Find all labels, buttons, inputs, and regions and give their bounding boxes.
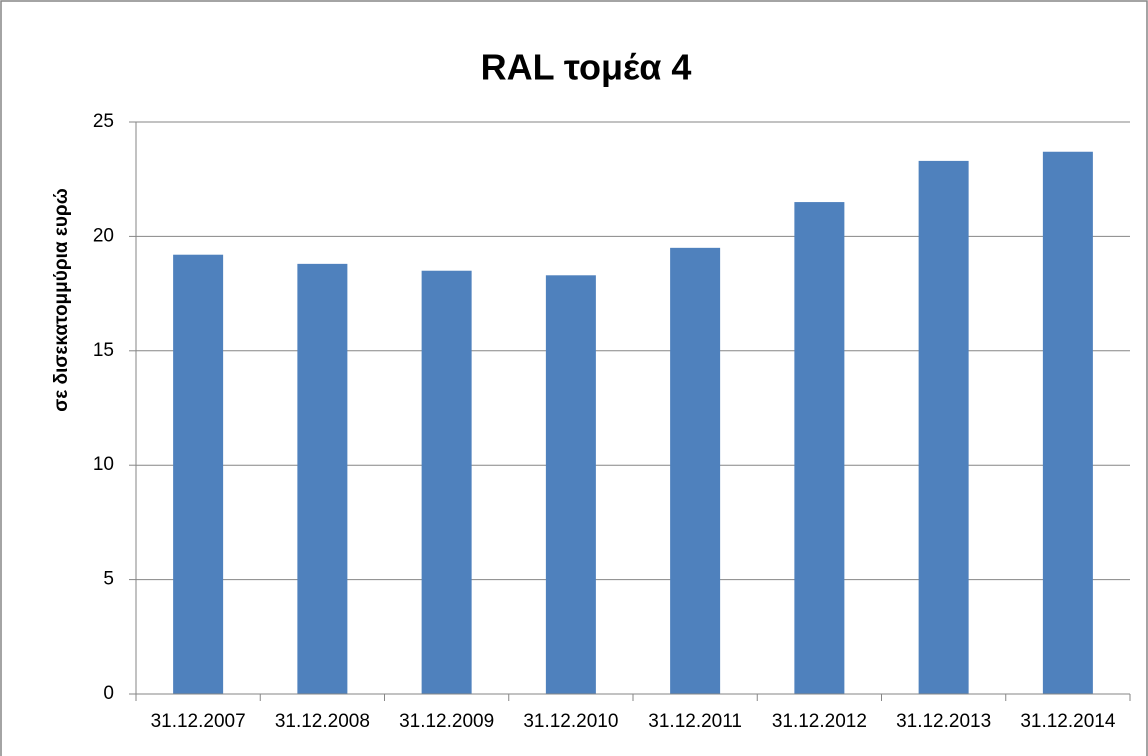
y-tick-label: 10	[93, 454, 114, 475]
bar	[1042, 151, 1093, 694]
bar	[670, 247, 721, 694]
x-tick-label: 31.12.2013	[896, 711, 991, 732]
y-tick-label: 5	[103, 569, 114, 590]
chart-title: RAL τομέα 4	[481, 47, 692, 88]
x-tick-label: 31.12.2010	[523, 711, 618, 732]
bar	[918, 160, 969, 694]
x-tick-label: 31.12.2009	[399, 711, 494, 732]
x-tick-label: 31.12.2008	[275, 711, 370, 732]
bar	[297, 263, 348, 694]
y-tick-label: 20	[93, 225, 114, 246]
bar	[794, 202, 845, 694]
bar	[545, 275, 596, 694]
y-tick-label: 25	[93, 111, 114, 132]
y-tick-label: 15	[93, 340, 114, 361]
y-axis-label: σε δισεκατομμύρια ευρώ	[51, 188, 72, 412]
x-tick-label: 31.12.2012	[772, 711, 867, 732]
x-tick-label: 31.12.2007	[151, 711, 246, 732]
x-tick-label: 31.12.2011	[648, 711, 742, 732]
y-tick-label: 0	[103, 683, 114, 704]
bar	[173, 254, 224, 695]
bar	[421, 270, 472, 694]
x-tick-label: 31.12.2014	[1020, 711, 1116, 732]
